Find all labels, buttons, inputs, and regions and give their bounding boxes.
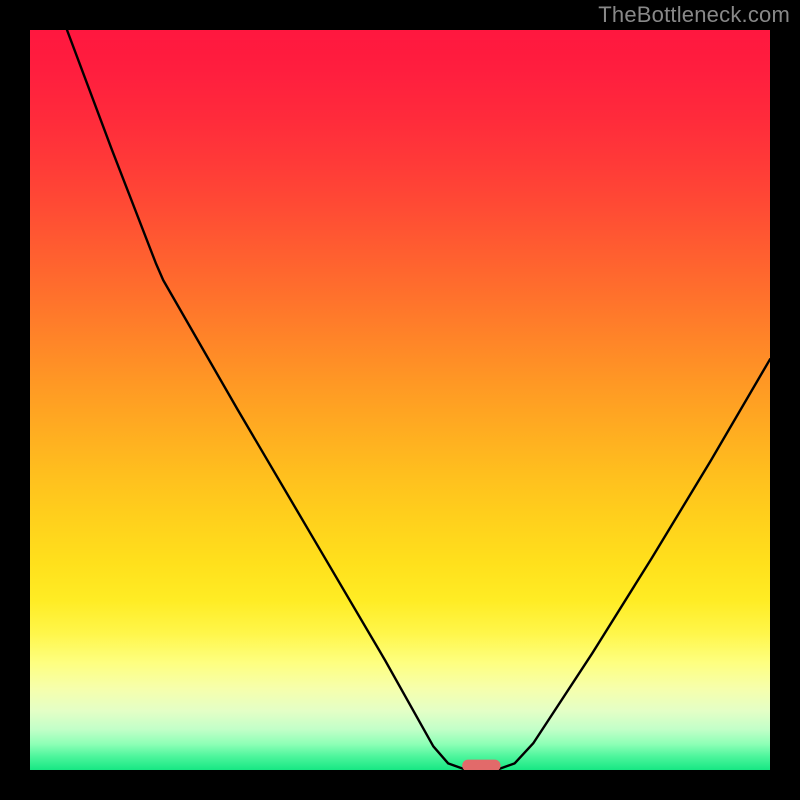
optimal-marker: [462, 760, 500, 772]
bottleneck-chart-svg: [0, 0, 800, 800]
plot-background-gradient: [30, 30, 770, 770]
watermark-text: TheBottleneck.com: [598, 2, 790, 28]
chart-stage: TheBottleneck.com: [0, 0, 800, 800]
